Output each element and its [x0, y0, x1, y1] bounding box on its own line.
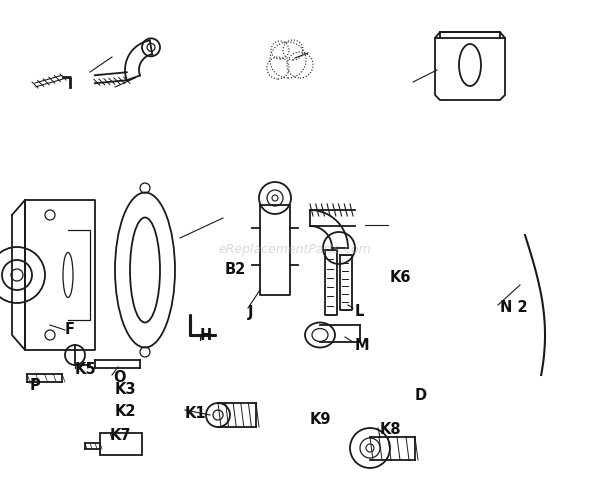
Text: eReplacementParts.com: eReplacementParts.com: [219, 244, 371, 256]
Text: D: D: [415, 388, 427, 402]
Text: F: F: [65, 323, 75, 338]
Text: P: P: [30, 378, 41, 393]
Text: O: O: [113, 370, 126, 386]
Text: N 2: N 2: [500, 300, 527, 315]
Text: B2: B2: [225, 262, 246, 278]
Text: J: J: [248, 304, 254, 319]
Text: M: M: [355, 338, 369, 352]
Text: K6: K6: [390, 270, 411, 286]
Text: K9: K9: [310, 412, 332, 428]
Text: K5: K5: [75, 362, 97, 378]
Text: H: H: [200, 328, 212, 343]
Text: K1: K1: [185, 405, 206, 420]
Text: K8: K8: [380, 423, 402, 438]
Text: K3: K3: [115, 383, 136, 397]
Text: K2: K2: [115, 404, 136, 419]
Text: L: L: [355, 304, 365, 319]
Text: K7: K7: [110, 428, 132, 443]
